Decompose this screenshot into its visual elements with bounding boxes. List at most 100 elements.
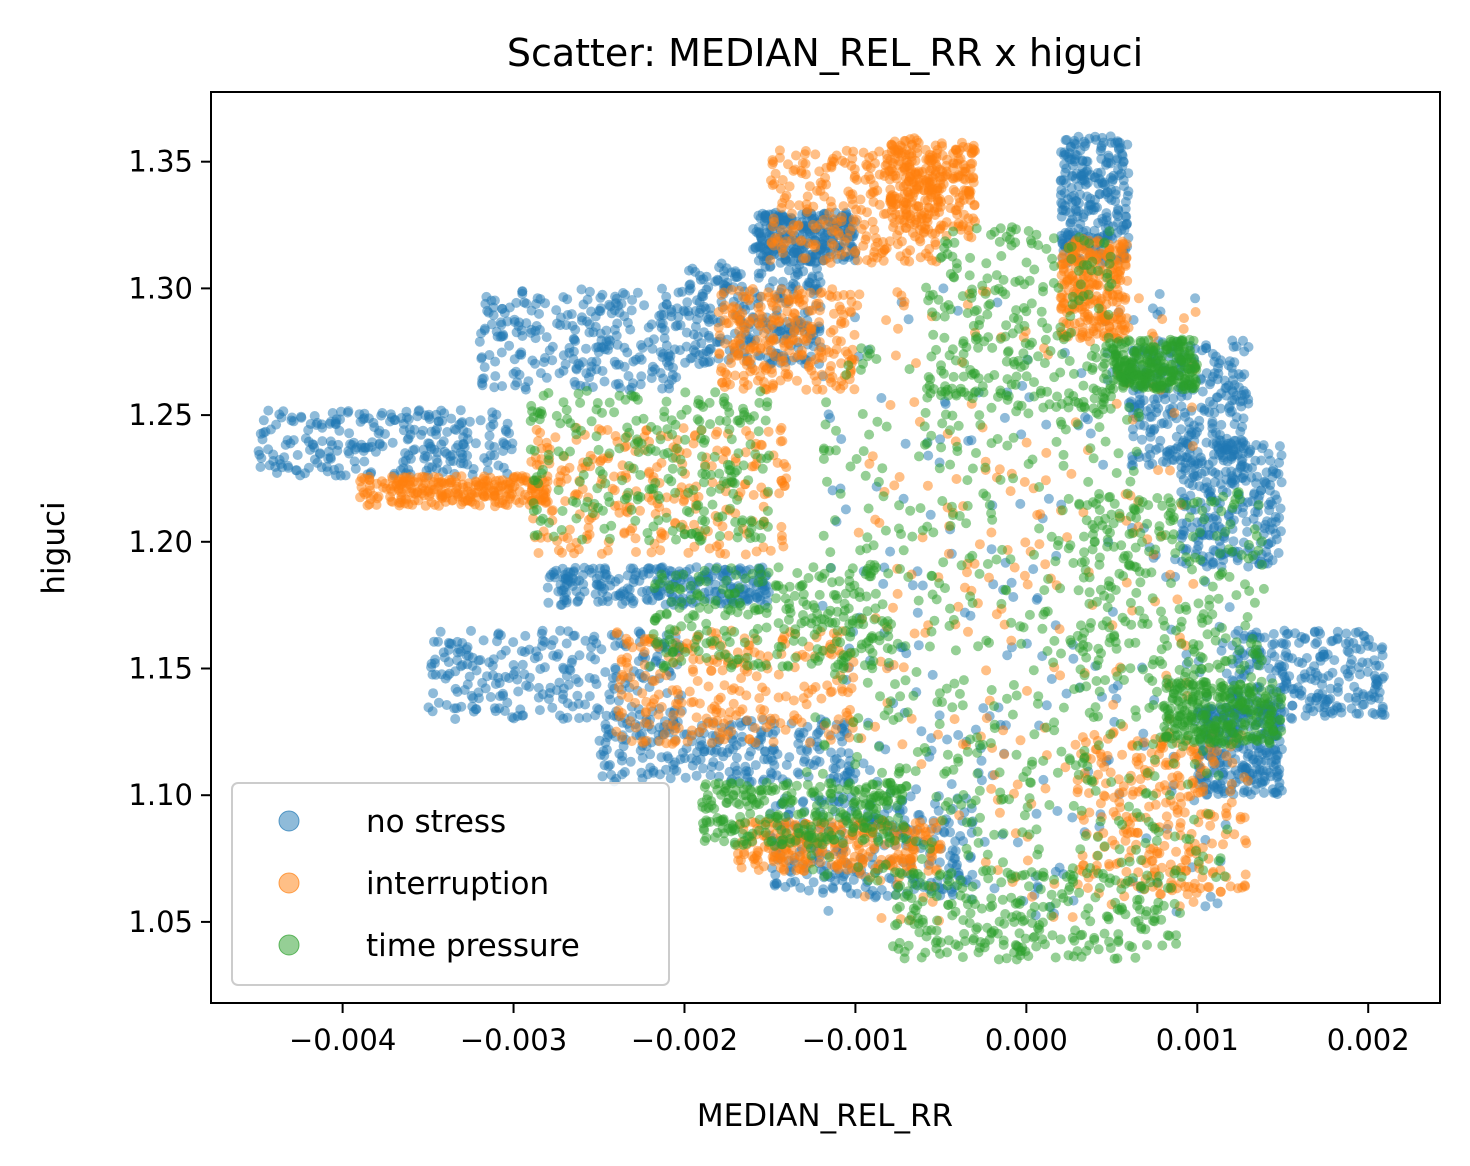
data-point xyxy=(610,431,621,441)
data-point xyxy=(488,302,499,313)
data-point xyxy=(769,178,780,189)
data-point xyxy=(600,667,611,678)
data-point xyxy=(527,355,538,366)
data-point xyxy=(776,521,787,532)
data-point xyxy=(931,159,941,170)
data-point xyxy=(940,399,951,409)
data-point xyxy=(736,673,747,684)
data-point xyxy=(936,220,947,231)
data-point xyxy=(843,687,853,698)
data-point xyxy=(1224,356,1235,367)
data-point xyxy=(645,762,656,773)
data-point xyxy=(876,393,887,403)
data-point xyxy=(912,607,923,618)
data-point xyxy=(646,547,657,558)
data-point xyxy=(630,570,641,581)
data-point xyxy=(858,240,869,251)
data-point xyxy=(917,580,928,591)
data-point xyxy=(769,760,780,771)
data-point xyxy=(955,153,966,164)
data-point xyxy=(751,671,762,682)
data-point xyxy=(960,163,971,174)
data-point xyxy=(790,164,801,175)
data-point xyxy=(913,137,924,148)
data-point xyxy=(1264,485,1275,496)
data-point xyxy=(1113,205,1124,216)
data-point xyxy=(641,735,652,746)
data-point xyxy=(803,688,814,699)
data-point xyxy=(466,690,477,701)
data-point xyxy=(1250,455,1261,466)
data-point xyxy=(1311,692,1322,703)
data-point xyxy=(263,405,274,416)
data-point xyxy=(551,305,562,316)
data-point xyxy=(457,417,468,428)
data-point xyxy=(950,144,961,155)
data-point xyxy=(403,433,414,444)
data-point xyxy=(619,342,630,353)
data-point xyxy=(681,341,692,352)
data-point xyxy=(436,439,447,450)
data-point xyxy=(1038,774,1049,785)
data-point xyxy=(927,669,938,680)
data-point xyxy=(776,530,787,541)
data-point xyxy=(707,720,718,730)
data-point xyxy=(521,318,532,329)
data-point xyxy=(942,734,953,745)
data-point xyxy=(637,752,648,763)
data-point xyxy=(535,664,546,674)
data-point xyxy=(750,242,761,253)
data-point xyxy=(547,702,558,713)
data-point xyxy=(1266,648,1277,659)
data-point xyxy=(654,310,665,321)
data-point xyxy=(305,444,315,455)
data-point xyxy=(535,427,546,438)
data-point xyxy=(450,714,461,724)
data-point xyxy=(781,462,792,473)
data-point xyxy=(763,426,774,437)
data-point xyxy=(602,545,613,556)
data-point xyxy=(1377,701,1388,712)
data-point xyxy=(1221,474,1232,485)
data-point xyxy=(744,430,755,441)
data-point xyxy=(485,450,496,461)
data-point xyxy=(661,738,672,749)
data-point xyxy=(852,255,863,266)
data-point xyxy=(511,366,521,377)
data-point xyxy=(433,697,444,708)
data-point xyxy=(500,645,511,656)
data-point xyxy=(455,405,466,416)
data-point xyxy=(604,760,615,770)
data-point xyxy=(309,411,320,421)
data-point xyxy=(661,340,672,351)
data-point xyxy=(1092,168,1103,178)
data-point xyxy=(520,384,531,395)
data-point xyxy=(784,199,795,210)
data-point xyxy=(800,146,811,156)
data-point xyxy=(327,408,338,418)
data-point xyxy=(359,456,370,467)
data-point xyxy=(1154,289,1165,299)
data-point xyxy=(566,309,577,320)
data-point xyxy=(568,354,579,364)
data-point xyxy=(1353,662,1364,673)
data-point xyxy=(1028,564,1039,575)
data-point xyxy=(670,321,681,332)
data-point xyxy=(720,445,731,456)
data-point xyxy=(691,562,702,573)
data-point xyxy=(336,406,346,417)
data-point xyxy=(441,700,452,710)
data-point xyxy=(869,224,880,235)
data-point xyxy=(728,744,738,755)
data-point xyxy=(446,413,457,424)
data-point xyxy=(643,322,654,333)
data-point xyxy=(694,698,705,709)
data-point xyxy=(680,772,691,783)
data-point xyxy=(576,284,587,295)
data-point xyxy=(317,436,328,447)
data-point xyxy=(431,409,442,420)
data-point xyxy=(1139,420,1150,431)
data-point xyxy=(828,240,839,251)
data-point xyxy=(1114,143,1124,154)
data-point xyxy=(1090,131,1101,142)
